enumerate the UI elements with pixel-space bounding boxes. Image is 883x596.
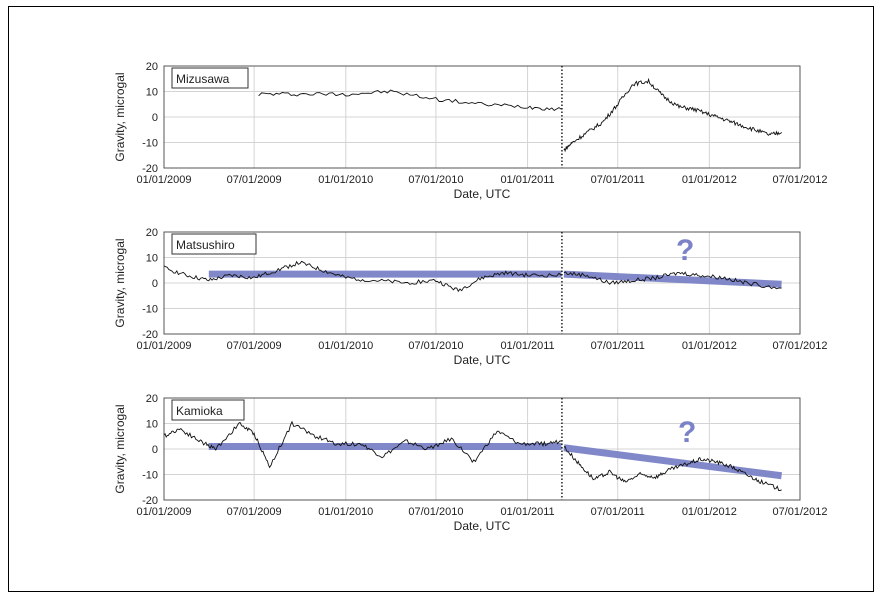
plot-area: [163, 65, 801, 169]
x-tick-label: 07/01/2011: [591, 174, 645, 186]
y-tick-label: 10: [146, 253, 158, 265]
x-tick-label: 01/01/2010: [318, 506, 373, 518]
x-tick-label: 07/01/2012: [772, 174, 827, 186]
station-label: Matsushiro: [176, 238, 235, 252]
x-tick-label: 07/01/2011: [591, 340, 645, 352]
question-mark-annotation: ?: [676, 234, 694, 267]
x-tick-label: 07/01/2010: [408, 340, 463, 352]
y-axis-label: Gravity, microgal: [113, 238, 127, 327]
y-axis-label: Gravity, microgal: [113, 72, 127, 161]
x-tick-label: 01/01/2012: [682, 174, 737, 186]
station-label-box: [171, 399, 245, 421]
x-tick-label: 07/01/2010: [408, 506, 463, 518]
y-tick-label: 0: [152, 444, 158, 456]
y-tick-label: 10: [146, 419, 158, 431]
x-tick-label: 01/01/2012: [682, 506, 737, 518]
x-axis-label: Date, UTC: [454, 519, 511, 533]
series-line-after: [563, 445, 782, 491]
x-tick-label: 07/01/2009: [227, 174, 282, 186]
question-mark-annotation: ?: [678, 416, 696, 449]
series-line-before: [163, 260, 562, 293]
y-tick-label: 20: [146, 61, 158, 73]
x-tick-label: 01/01/2011: [500, 506, 554, 518]
x-tick-label: 01/01/2009: [136, 506, 191, 518]
x-tick-label: 07/01/2011: [591, 506, 645, 518]
trend-line: [563, 444, 783, 480]
trend-line: [563, 270, 782, 288]
x-tick-label: 01/01/2012: [682, 340, 737, 352]
y-tick-label: -20: [142, 329, 158, 341]
x-tick-label: 07/01/2009: [227, 506, 282, 518]
y-tick-label: -20: [142, 163, 158, 175]
y-axis-label: Gravity, microgal: [113, 404, 127, 493]
series-line-after: [563, 77, 782, 153]
y-tick-label: 10: [146, 87, 158, 99]
x-tick-label: 07/01/2012: [772, 506, 827, 518]
series-line-before: [258, 89, 562, 111]
series-line-before: [163, 420, 562, 469]
figure-frame: [8, 6, 874, 592]
station-label: Kamioka: [176, 404, 223, 418]
station-label-box: [171, 233, 257, 255]
y-tick-label: 0: [152, 112, 158, 124]
x-axis-label: Date, UTC: [454, 187, 511, 201]
x-tick-label: 01/01/2011: [500, 174, 554, 186]
x-tick-label: 01/01/2010: [318, 340, 373, 352]
x-tick-label: 07/01/2012: [772, 340, 827, 352]
y-tick-label: 20: [146, 393, 158, 405]
plot-area: [163, 231, 801, 335]
y-tick-label: 0: [152, 278, 158, 290]
y-tick-label: -20: [142, 495, 158, 507]
y-tick-label: 20: [146, 227, 158, 239]
y-tick-label: -10: [142, 138, 158, 150]
x-tick-label: 01/01/2011: [500, 340, 554, 352]
y-tick-label: -10: [142, 304, 158, 316]
x-axis-label: Date, UTC: [454, 353, 511, 367]
plot-area: [163, 397, 801, 501]
y-tick-label: -10: [142, 470, 158, 482]
x-tick-label: 07/01/2010: [408, 174, 463, 186]
x-tick-label: 01/01/2009: [136, 340, 191, 352]
series-line-after: [563, 271, 782, 290]
x-tick-label: 01/01/2010: [318, 174, 373, 186]
x-tick-label: 01/01/2009: [136, 174, 191, 186]
station-label-box: [171, 67, 249, 89]
station-label: Mizusawa: [176, 72, 230, 86]
x-tick-label: 07/01/2009: [227, 340, 282, 352]
